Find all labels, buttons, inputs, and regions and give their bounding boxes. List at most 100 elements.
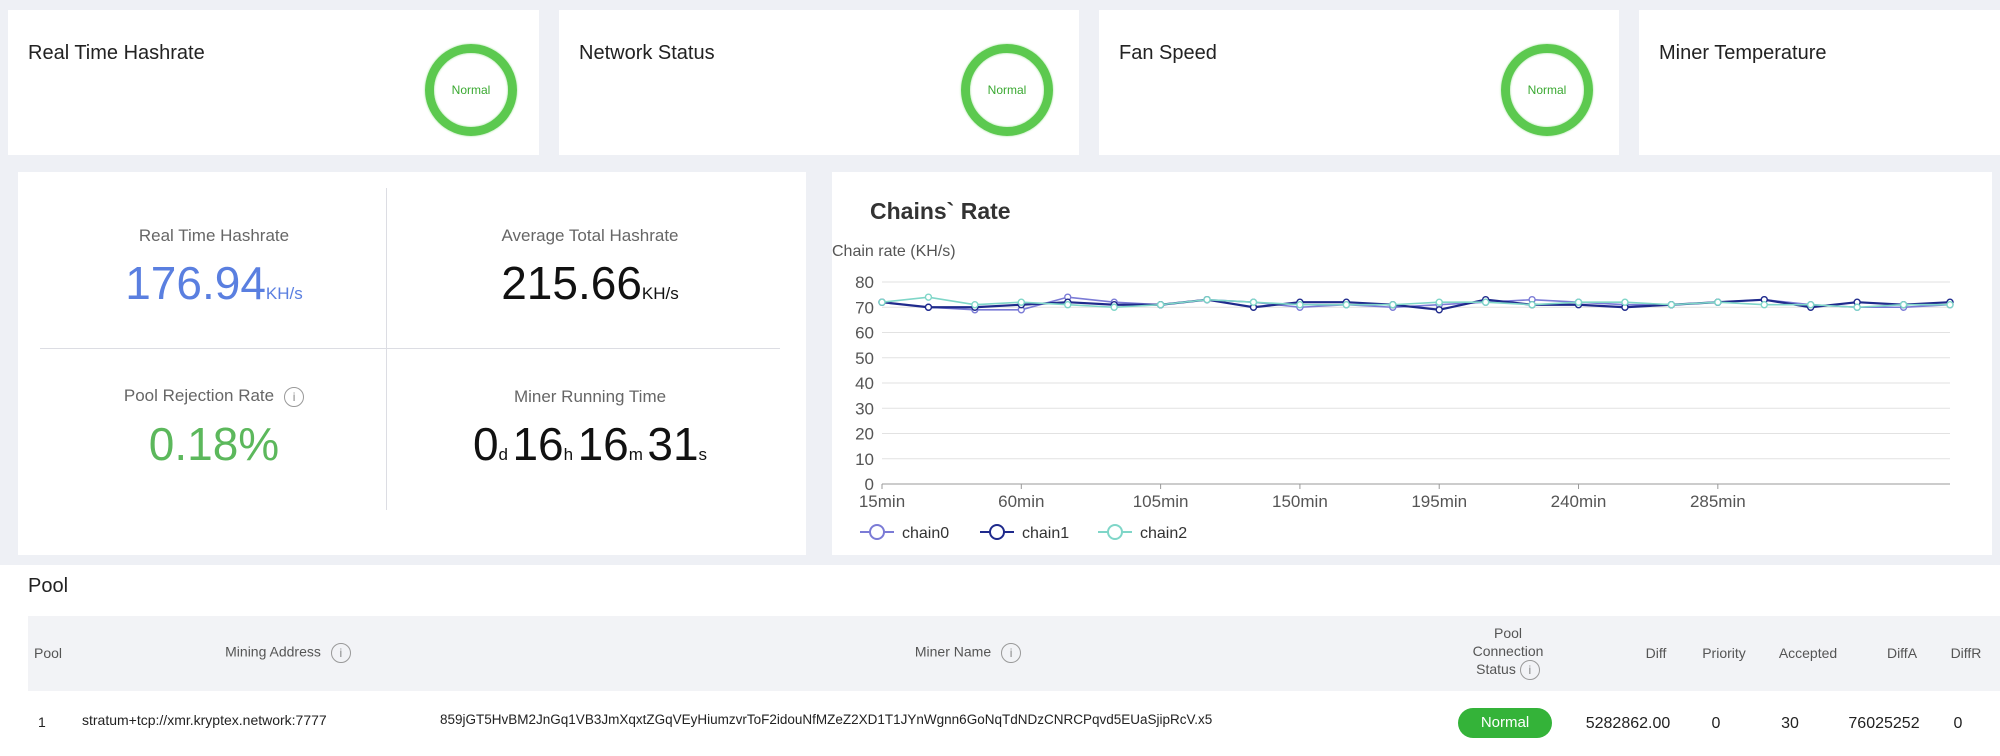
running-hours-unit: h — [563, 445, 574, 464]
data-point-chain2 — [1760, 301, 1768, 309]
chart-title: Chains` Rate — [870, 198, 1011, 224]
x-tick-label: 60min — [998, 492, 1044, 511]
data-point-chain2 — [1017, 298, 1026, 306]
row-diffa: 76025252 — [1848, 715, 1920, 732]
info-icon[interactable]: i — [1001, 643, 1022, 663]
th-diffa: DiffA — [1886, 645, 1918, 661]
data-point-chain2 — [1621, 298, 1629, 306]
running-days-unit: d — [498, 445, 509, 464]
data-point-chain2 — [971, 301, 979, 309]
chains-rate-chart: Chain rate (KH/s) 0 10 20 30 40 50 60 70 80 15min 6… — [832, 243, 1954, 542]
status-ring-label: Normal — [1527, 83, 1567, 97]
data-point-chain2 — [1296, 301, 1304, 309]
data-point-chain2 — [1899, 301, 1908, 309]
rejection-rate-label-row: Pool Rejection Rate i — [64, 386, 364, 407]
realtime-hashrate-unit: KH/s — [265, 284, 303, 303]
th-status-line1: Pool — [1493, 625, 1523, 641]
rejection-rate-number: 0.18% — [148, 418, 280, 470]
data-point-chain2 — [1435, 298, 1443, 306]
info-icon[interactable]: i — [284, 386, 305, 407]
running-time-value: 0d 16h 16m 31s — [420, 417, 760, 471]
rejection-rate-value: 0.18% — [44, 417, 384, 471]
running-hours: 16 — [512, 418, 564, 470]
row-priority: 0 — [1711, 715, 1721, 732]
card-title: Miner Temperature — [1659, 42, 1827, 64]
pool-status-badge: Normal — [1458, 708, 1552, 738]
status-card-fan: Fan Speed Normal — [1099, 10, 1619, 155]
realtime-hashrate-value: 176.94KH/s — [44, 256, 384, 310]
y-tick-label: 30 — [855, 399, 874, 418]
th-diff: Diff — [1645, 645, 1667, 661]
running-minutes: 16 — [577, 418, 629, 470]
legend-label-chain0: chain0 — [902, 525, 949, 542]
x-tick-label: 285min — [1690, 492, 1746, 511]
average-hashrate-unit: KH/s — [641, 284, 679, 303]
row-mining-address: stratum+tcp://xmr.kryptex.network:7777 — [82, 712, 327, 728]
data-point-chain2 — [1853, 303, 1861, 311]
average-hashrate-value: 215.66KH/s — [420, 256, 760, 310]
y-tick-label: 60 — [855, 324, 874, 343]
data-point-chain2 — [1156, 301, 1165, 309]
legend-label-chain1: chain1 — [1022, 525, 1069, 542]
running-minutes-unit: m — [628, 445, 643, 464]
row-miner-name: 859jGT5HvBM2JnGq1VB3JmXqxtZGqVEyHiumzvrT… — [440, 712, 1213, 727]
chains-rate-panel: Chains` Rate Chain rate (KH/s) 0 10 20 30 40 5… — [832, 172, 1992, 555]
data-point-chain2 — [1110, 303, 1118, 311]
data-point-chain2 — [1249, 298, 1258, 306]
status-card-network: Network Status Normal — [559, 10, 1079, 155]
th-pool-connection-status: Pool Connection Status i — [1448, 624, 1568, 681]
row-diffr: 0 — [1953, 715, 1963, 732]
series-line-chain2 — [881, 296, 1950, 309]
pool-title: Pool — [28, 575, 69, 597]
data-point-chain1 — [1435, 306, 1443, 314]
running-time-label: Miner Running Time — [513, 387, 667, 406]
data-point-chain2 — [1714, 298, 1722, 306]
divider-vertical — [386, 188, 387, 510]
average-hashrate-number: 215.66 — [501, 257, 642, 309]
running-seconds: 31 — [647, 418, 699, 470]
legend-swatch-marker — [1107, 524, 1123, 540]
status-ring: Normal — [1501, 44, 1593, 136]
card-title: Network Status — [579, 42, 715, 64]
th-status-line3: Status — [1476, 661, 1516, 677]
y-tick-label: 40 — [855, 374, 874, 393]
status-ring: Normal — [425, 44, 517, 136]
data-point-chain2 — [1203, 295, 1211, 304]
stats-panel: Real Time Hashrate 176.94KH/s Average To… — [18, 172, 806, 555]
th-miner-name-label: Miner Name — [914, 643, 992, 660]
data-point-chain2 — [1574, 298, 1583, 306]
pool-section: Pool Pool Mining Address i Miner Name i Po… — [0, 565, 2000, 756]
x-tick-label: 105min — [1133, 492, 1189, 511]
card-title: Real Time Hashrate — [28, 42, 205, 64]
data-point-chain2 — [878, 298, 886, 306]
y-tick-label: 0 — [865, 475, 874, 494]
th-pool: Pool — [33, 645, 63, 661]
x-tick-label: 150min — [1272, 492, 1328, 511]
running-days: 0 — [472, 418, 499, 470]
info-icon[interactable]: i — [1519, 660, 1540, 681]
row-accepted: 30 — [1781, 715, 1799, 732]
running-seconds-unit: s — [698, 445, 708, 464]
legend-swatch-marker — [869, 524, 885, 540]
th-status-line3-row: Status i — [1448, 660, 1568, 681]
series-line-chain1 — [881, 298, 1951, 311]
status-card-temperature: Miner Temperature — [1639, 10, 2000, 155]
th-priority: Priority — [1702, 645, 1746, 661]
status-ring-label: Normal — [451, 83, 491, 97]
row-diff: 5282862.00 — [1585, 715, 1671, 732]
realtime-hashrate-number: 176.94 — [125, 257, 266, 309]
y-tick-label: 80 — [855, 273, 874, 292]
info-icon[interactable]: i — [330, 643, 351, 663]
th-mining-address-label: Mining Address — [225, 643, 321, 660]
th-miner-name: Miner Name i — [848, 643, 1088, 663]
legend-label-chain2: chain2 — [1140, 525, 1187, 542]
status-ring-label: Normal — [987, 83, 1027, 97]
status-ring: Normal — [961, 44, 1053, 136]
y-axis-label: Chain rate (KH/s) — [832, 243, 956, 260]
data-point-chain2 — [1946, 301, 1954, 309]
th-mining-address: Mining Address i — [168, 643, 408, 663]
legend-swatch-marker — [989, 524, 1005, 540]
y-tick-label: 50 — [855, 349, 874, 368]
row-pool-index: 1 — [38, 714, 46, 730]
data-point-chain2 — [1389, 301, 1397, 309]
